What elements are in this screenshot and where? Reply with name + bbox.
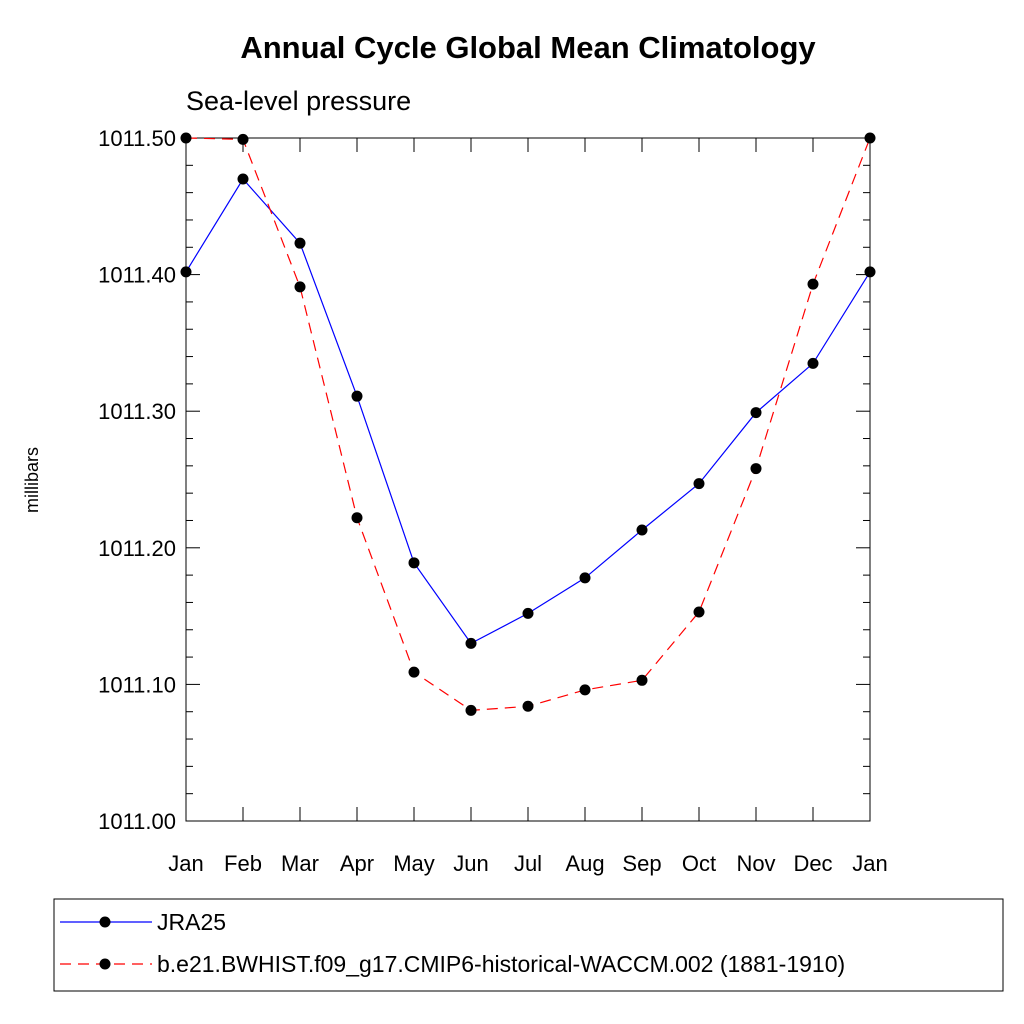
y-tick-label: 1011.40 — [98, 263, 176, 288]
series-group — [180, 132, 876, 716]
series-2-point — [237, 133, 249, 145]
series-1-point — [465, 637, 477, 649]
axis-ticks — [185, 137, 871, 822]
series-line-2 — [185, 137, 871, 712]
series-1-point — [294, 237, 306, 249]
series-1-point — [750, 407, 762, 419]
x-tick-label: Oct — [682, 851, 716, 876]
x-tick-label: May — [393, 851, 435, 876]
x-tick-label: Dec — [793, 851, 832, 876]
y-tick-labels: 1011.00 1011.10 1011.20 1011.30 1011.40 1011.… — [98, 126, 176, 834]
x-tick-labels: Jan Feb Mar Apr May Jun Jul Aug Sep Oct Nov Dec Jan — [168, 851, 887, 876]
legend-marker-2 — [99, 958, 111, 970]
x-tick-label: Nov — [736, 851, 775, 876]
x-tick-label: Jan — [168, 851, 203, 876]
series-2-point — [408, 666, 420, 678]
chart-title: Annual Cycle Global Mean Climatology — [240, 30, 816, 65]
series-2-point — [465, 704, 477, 716]
y-tick-label: 1011.30 — [98, 399, 176, 424]
series-1-point — [864, 266, 876, 278]
plot-frame — [185, 137, 871, 822]
series-1-point — [351, 390, 363, 402]
series-2-point — [807, 278, 819, 290]
series-2-point — [351, 512, 363, 524]
legend-marker-1 — [99, 916, 111, 928]
series-1-point — [579, 572, 591, 584]
legend-label-2: b.e21.BWHIST.f09_g17.CMIP6-historical-WA… — [157, 951, 845, 977]
x-tick-label: Apr — [340, 851, 374, 876]
y-tick-label: 1011.50 — [98, 126, 176, 151]
x-tick-label: Feb — [224, 851, 262, 876]
series-1-point — [180, 266, 192, 278]
x-tick-label: Aug — [565, 851, 604, 876]
legend-label-1: JRA25 — [157, 909, 226, 935]
y-tick-label: 1011.10 — [98, 672, 176, 697]
y-tick-label: 1011.20 — [98, 536, 176, 561]
x-tick-label: Sep — [622, 851, 661, 876]
series-1-point — [522, 607, 534, 619]
y-tick-label: 1011.00 — [98, 809, 176, 834]
series-2-point — [636, 674, 648, 686]
series-2-point — [693, 606, 705, 618]
y-axis-label: millibars — [22, 447, 42, 513]
x-tick-label: Mar — [281, 851, 319, 876]
series-2-point — [294, 281, 306, 293]
chart-subtitle: Sea-level pressure — [186, 86, 411, 116]
series-line-1 — [185, 177, 871, 645]
series-1-point — [636, 524, 648, 536]
series-1-point — [408, 557, 420, 569]
series-2-point — [750, 463, 762, 475]
x-tick-label: Jan — [852, 851, 887, 876]
series-1-point — [693, 478, 705, 490]
series-2-point — [579, 684, 591, 696]
series-2-point — [180, 132, 192, 144]
series-2-point — [522, 700, 534, 712]
series-1-point — [237, 173, 249, 185]
x-tick-label: Jul — [514, 851, 542, 876]
legend-box — [53, 898, 1004, 992]
series-2-point — [864, 132, 876, 144]
x-tick-label: Jun — [453, 851, 488, 876]
series-1-point — [807, 357, 819, 369]
legend: JRA25 b.e21.BWHIST.f09_g17.CMIP6-historic… — [60, 909, 845, 977]
